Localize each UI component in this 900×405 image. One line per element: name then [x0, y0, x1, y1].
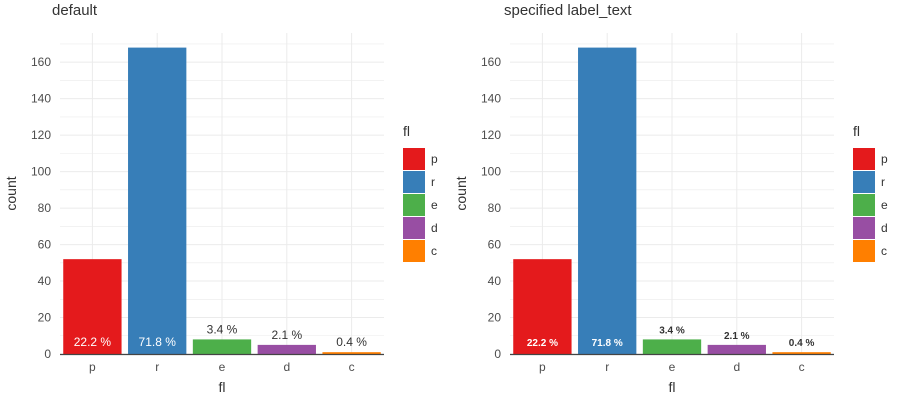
bar-e — [192, 339, 252, 354]
y-axis-title: count — [453, 176, 469, 210]
y-tick-label: 120 — [31, 128, 51, 142]
bar-c — [322, 352, 381, 354]
legend-label-c: c — [431, 244, 437, 258]
chart-panel-default: default 0 20 40 60 80 100 120 140 160 p 22.2 % r 71.… — [0, 0, 450, 400]
y-tick-label: 80 — [488, 201, 502, 215]
chart-title: default — [52, 2, 98, 19]
y-tick-label: 140 — [481, 92, 501, 106]
chart-panel-specified-label-text: specified label_text 0 20 40 60 80 100 120 140 1… — [450, 0, 900, 400]
x-tick-label: e — [219, 360, 226, 374]
y-axis-title: count — [3, 176, 19, 210]
x-tick-label: e — [669, 360, 676, 374]
legend-swatch-e — [403, 194, 425, 216]
legend-swatch-d — [403, 217, 425, 239]
legend-swatch-c — [853, 240, 875, 262]
y-tick-label: 140 — [31, 92, 51, 106]
legend-label-d: d — [881, 221, 888, 235]
x-axis-title: fl — [219, 379, 226, 395]
legend-swatch-r — [853, 171, 875, 193]
data-label-r: 71.8 % — [139, 335, 177, 349]
x-tick-label: p — [539, 360, 546, 374]
y-tick-label: 20 — [38, 311, 52, 325]
y-tick-label: 40 — [38, 274, 52, 288]
x-tick-label: c — [799, 360, 805, 374]
bar-p — [63, 259, 122, 354]
legend-label-p: p — [431, 152, 438, 166]
y-tick-label: 20 — [488, 311, 502, 325]
legend-swatch-d — [853, 217, 875, 239]
data-label-c: 0.4 % — [789, 338, 815, 349]
bar-chart-default: 0 20 40 60 80 100 120 140 160 p 22.2 % r 71.8 % e 3.4 … — [3, 33, 438, 395]
legend-label-r: r — [431, 175, 435, 189]
x-tick-label: d — [733, 360, 740, 374]
bar-c — [772, 352, 831, 354]
x-tick-label: d — [283, 360, 290, 374]
y-tick-label: 80 — [38, 201, 52, 215]
y-tick-label: 0 — [44, 347, 51, 361]
x-tick-label: r — [605, 360, 609, 374]
legend-label-p: p — [881, 152, 888, 166]
bar-d — [707, 344, 766, 354]
data-label-p: 22.2 % — [74, 335, 112, 349]
legend-swatch-e — [853, 194, 875, 216]
legend-swatch-p — [853, 148, 875, 170]
y-tick-label: 100 — [31, 165, 51, 179]
legend-label-c: c — [881, 244, 887, 258]
y-tick-label: 40 — [488, 274, 502, 288]
y-tick-label: 60 — [488, 238, 502, 252]
y-tick-label: 160 — [31, 55, 51, 69]
y-tick-label: 0 — [494, 347, 501, 361]
x-tick-label: r — [155, 360, 159, 374]
x-tick-label: c — [349, 360, 355, 374]
bar-r — [578, 47, 637, 354]
data-label-d: 2.1 % — [271, 328, 302, 342]
legend-swatch-r — [403, 171, 425, 193]
legend-label-e: e — [431, 198, 438, 212]
chart-title: specified label_text — [504, 2, 632, 19]
data-label-c: 0.4 % — [336, 335, 367, 349]
x-axis-title: fl — [669, 379, 676, 395]
legend-label-d: d — [431, 221, 438, 235]
data-label-r: 71.8 % — [592, 338, 623, 349]
legend-label-r: r — [881, 175, 885, 189]
x-tick-label: p — [89, 360, 96, 374]
y-tick-label: 160 — [481, 55, 501, 69]
bar-e — [642, 339, 702, 354]
data-label-e: 3.4 % — [659, 325, 685, 336]
data-label-p: 22.2 % — [527, 338, 558, 349]
bar-d — [257, 344, 316, 354]
y-tick-label: 60 — [38, 238, 52, 252]
legend-label-e: e — [881, 198, 888, 212]
y-tick-label: 100 — [481, 165, 501, 179]
legend-title: fl — [853, 123, 860, 139]
bar-chart-specified-label-text: 0 20 40 60 80 100 120 140 160 p 22.2 % r 71.8 % e 3.4 … — [453, 33, 888, 395]
data-label-d: 2.1 % — [724, 331, 750, 342]
legend-swatch-c — [403, 240, 425, 262]
legend-swatch-p — [403, 148, 425, 170]
y-tick-label: 120 — [481, 128, 501, 142]
data-label-e: 3.4 % — [207, 322, 238, 336]
legend-title: fl — [403, 123, 410, 139]
bar-r — [128, 47, 187, 354]
bar-p — [513, 259, 572, 354]
